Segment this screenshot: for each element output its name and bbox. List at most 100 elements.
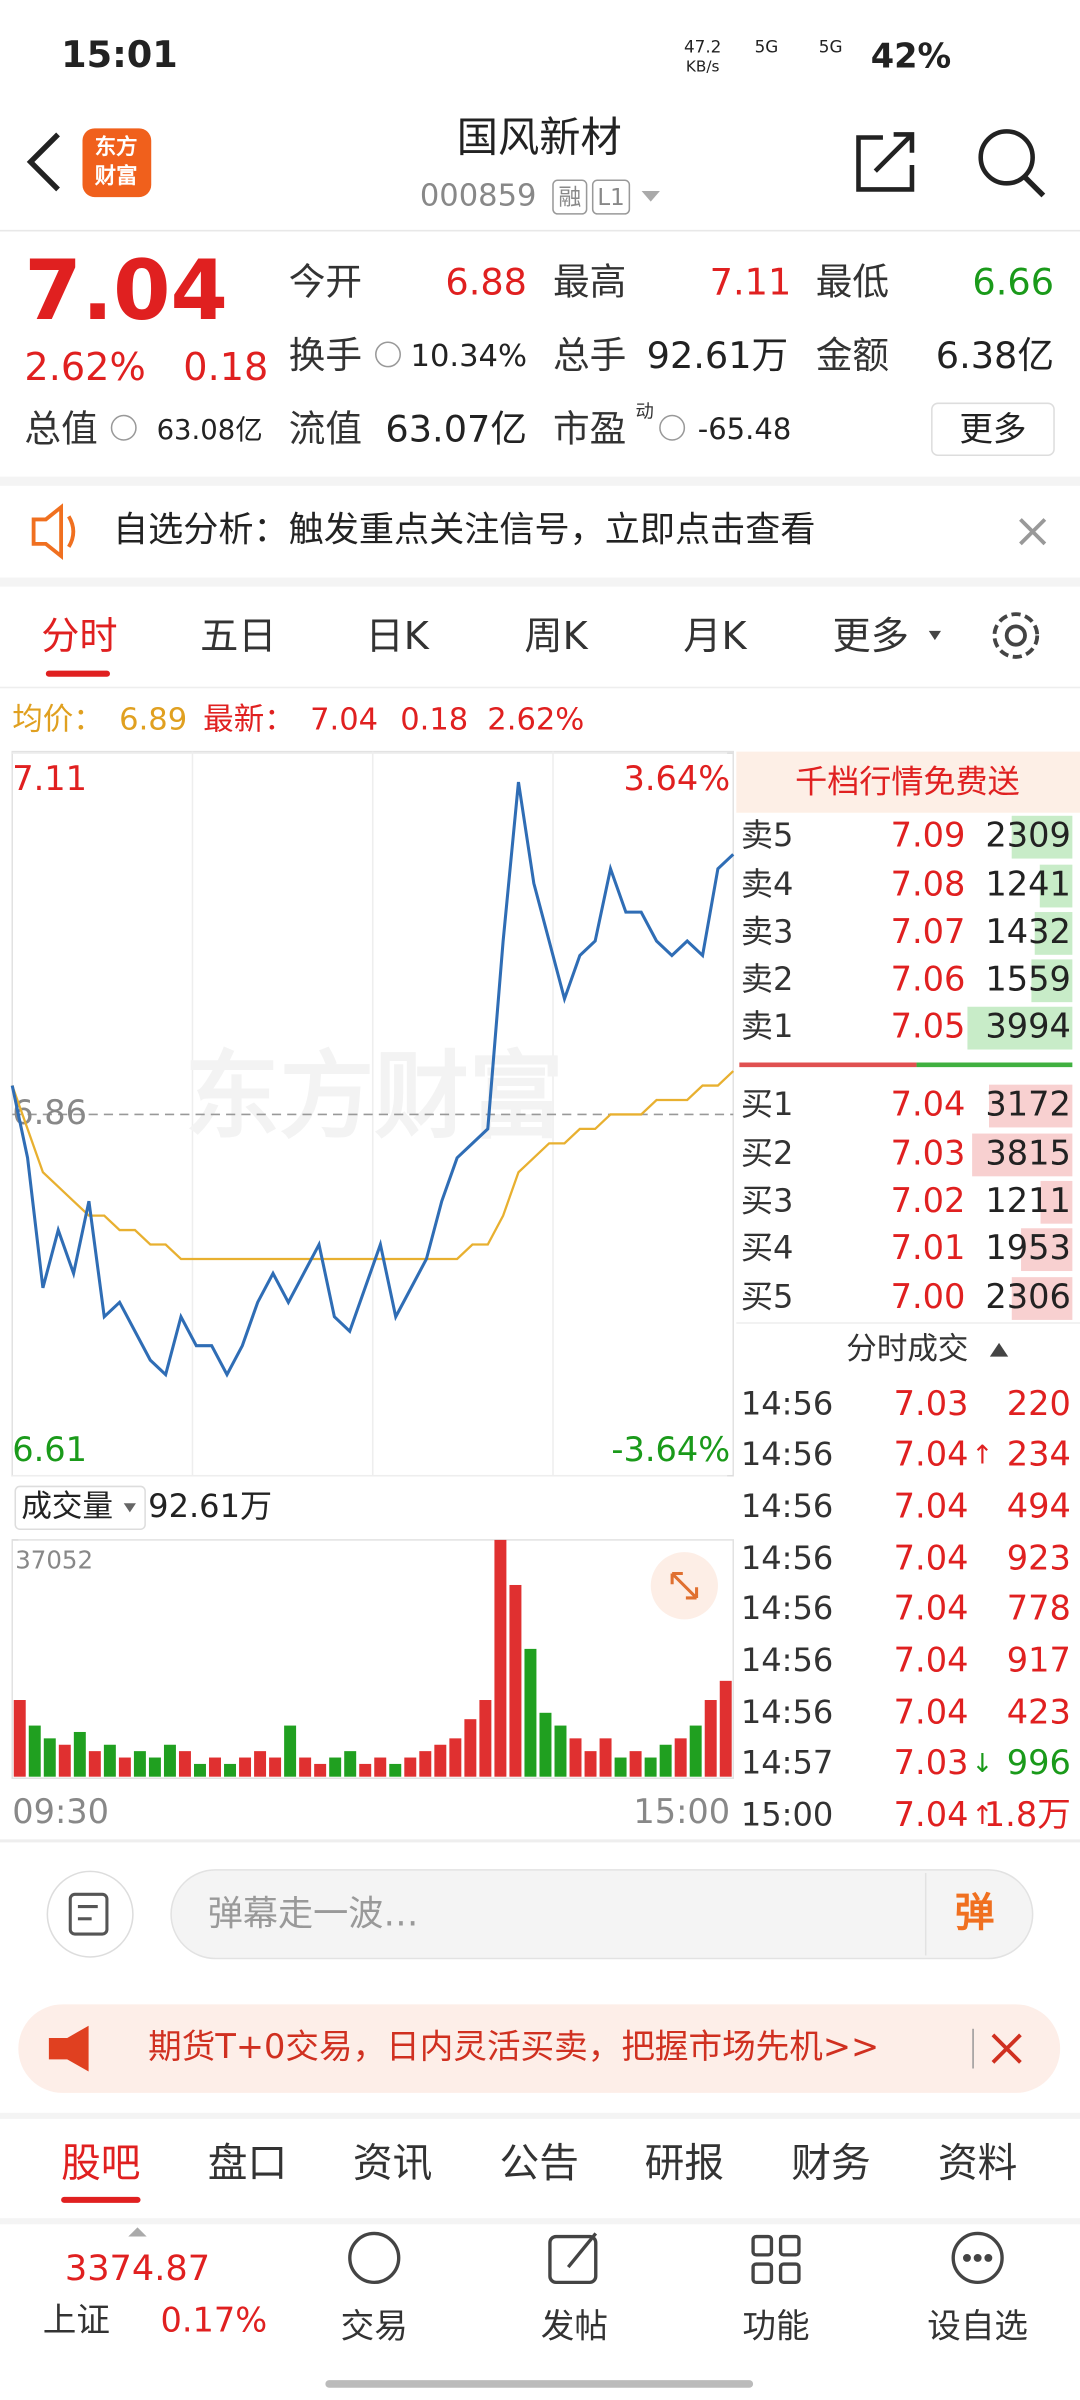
depth-bar bbox=[1031, 959, 1073, 1003]
divider bbox=[0, 2218, 1080, 2225]
back-button[interactable] bbox=[26, 132, 60, 192]
field-value: 10.34% bbox=[411, 339, 527, 374]
field-value: 63.08亿 bbox=[157, 414, 263, 446]
trade-volume: 220 bbox=[1007, 1384, 1071, 1423]
y-tick-label: 6.61 bbox=[12, 1430, 87, 1469]
volume-selector[interactable] bbox=[14, 1485, 146, 1530]
field-label: 金额 bbox=[816, 334, 889, 377]
y-tick-label: 6.86 bbox=[12, 1093, 87, 1132]
speaker-icon bbox=[31, 503, 76, 561]
trade-volume: 917 bbox=[1007, 1641, 1071, 1680]
danmu-input[interactable] bbox=[170, 1869, 1034, 1960]
info-icon bbox=[659, 414, 686, 441]
field-value: 7.11 bbox=[710, 261, 792, 304]
volume-bar bbox=[689, 1725, 702, 1777]
volume-bar bbox=[254, 1751, 267, 1777]
nav-item[interactable]: 交易 bbox=[341, 2307, 408, 2346]
content-tab[interactable]: 股吧 bbox=[61, 2141, 140, 2187]
period-tab[interactable]: 周K bbox=[524, 615, 588, 659]
danmu-button[interactable]: 弹 bbox=[955, 1890, 995, 1936]
change-pct: 2.62% bbox=[24, 346, 145, 390]
period-tab[interactable]: 五日 bbox=[200, 615, 276, 659]
danmu-settings[interactable] bbox=[46, 1870, 134, 1958]
ad-banner[interactable] bbox=[18, 2004, 1061, 2093]
order-label: 买2 bbox=[741, 1134, 793, 1172]
content-tab[interactable]: 研报 bbox=[645, 2141, 724, 2187]
order-label: 卖5 bbox=[741, 816, 793, 854]
more-button-label[interactable]: 更多 bbox=[959, 409, 1026, 448]
index-name[interactable]: 上证 bbox=[43, 2301, 110, 2340]
period-tab[interactable]: 日K bbox=[366, 615, 430, 659]
content-tab[interactable]: 公告 bbox=[500, 2141, 579, 2187]
order-price: 7.09 bbox=[891, 816, 966, 855]
index-value[interactable]: 3374.87 bbox=[65, 2248, 210, 2289]
order-banner[interactable]: 千档行情免费送 bbox=[795, 763, 1020, 801]
volume-bar bbox=[148, 1757, 161, 1777]
order-volume: 3994 bbox=[985, 1007, 1070, 1046]
nav-item[interactable]: 功能 bbox=[742, 2307, 809, 2346]
volume-bar bbox=[539, 1712, 552, 1777]
danmu-placeholder[interactable]: 弹幕走一波… bbox=[208, 1894, 419, 1935]
field-label: 今开 bbox=[289, 261, 362, 304]
average-line bbox=[11, 1070, 735, 1261]
close-button[interactable] bbox=[1019, 518, 1047, 546]
volume-bar bbox=[329, 1757, 342, 1777]
trade-time: 15:00 bbox=[741, 1795, 833, 1833]
divider bbox=[0, 1839, 1080, 1843]
notice-text[interactable]: 自选分析：触发重点关注信号，立即点击查看 bbox=[113, 510, 815, 551]
field-value: 92.61万 bbox=[647, 334, 789, 377]
depth-bar bbox=[1039, 864, 1073, 908]
volume-bar bbox=[434, 1744, 447, 1777]
tag-box bbox=[591, 179, 631, 215]
sort-arrow bbox=[989, 1342, 1009, 1357]
content-tab[interactable]: 资讯 bbox=[353, 2141, 432, 2187]
volume-bar bbox=[209, 1757, 221, 1777]
period-tab[interactable]: 更多 bbox=[833, 615, 909, 659]
order-volume: 1953 bbox=[985, 1228, 1070, 1267]
nav-item[interactable]: 发帖 bbox=[541, 2307, 608, 2346]
banner-bg bbox=[736, 751, 1080, 813]
ad-text[interactable]: 期货T+0交易，日内灵活买卖，把握市场先机>> bbox=[148, 2027, 879, 2066]
divider bbox=[0, 577, 1080, 587]
nav-item[interactable]: 设自选 bbox=[927, 2307, 1028, 2346]
volume-bar bbox=[524, 1648, 537, 1777]
search-button[interactable] bbox=[978, 129, 1046, 198]
order-label: 卖1 bbox=[741, 1007, 793, 1045]
period-tab[interactable]: 月K bbox=[683, 615, 747, 659]
trade-time: 14:57 bbox=[741, 1743, 833, 1781]
trade-price: 7.04 bbox=[894, 1641, 969, 1680]
index-pct[interactable]: 0.17% bbox=[160, 2301, 267, 2340]
settings-button[interactable] bbox=[992, 612, 1040, 659]
order-label: 买4 bbox=[741, 1229, 793, 1267]
stock-name: 国风新材 bbox=[457, 114, 622, 162]
order-price: 7.04 bbox=[891, 1085, 966, 1124]
period-tab[interactable]: 分时 bbox=[41, 615, 117, 659]
order-price: 7.03 bbox=[891, 1133, 966, 1172]
tag-box bbox=[552, 179, 588, 215]
info-icon bbox=[375, 341, 401, 368]
depth-bar bbox=[1011, 1277, 1073, 1320]
order-price: 7.00 bbox=[891, 1277, 966, 1316]
tag: L1 bbox=[597, 185, 624, 211]
trade-arrow: ↑ bbox=[972, 1801, 994, 1831]
volume-bar bbox=[419, 1751, 432, 1777]
volume-bar bbox=[479, 1700, 492, 1777]
content-tab[interactable]: 财务 bbox=[791, 2141, 870, 2187]
trade-volume: 234 bbox=[1007, 1434, 1071, 1473]
content-tab[interactable]: 盘口 bbox=[208, 2141, 287, 2187]
more-button[interactable] bbox=[931, 402, 1055, 457]
share-button[interactable] bbox=[856, 132, 915, 192]
close-button[interactable] bbox=[991, 2033, 1022, 2064]
trade-volume: 923 bbox=[1007, 1538, 1071, 1577]
order-volume: 3172 bbox=[985, 1085, 1070, 1124]
field-label: 流值 bbox=[289, 407, 362, 450]
volume-bar bbox=[13, 1700, 26, 1777]
content-tab[interactable]: 资料 bbox=[938, 2141, 1017, 2187]
order-price: 7.05 bbox=[891, 1007, 966, 1046]
expand-button[interactable] bbox=[650, 1552, 718, 1620]
divider bbox=[0, 476, 1080, 486]
order-volume: 2306 bbox=[985, 1277, 1070, 1316]
stock-code: 000859 bbox=[420, 179, 537, 214]
